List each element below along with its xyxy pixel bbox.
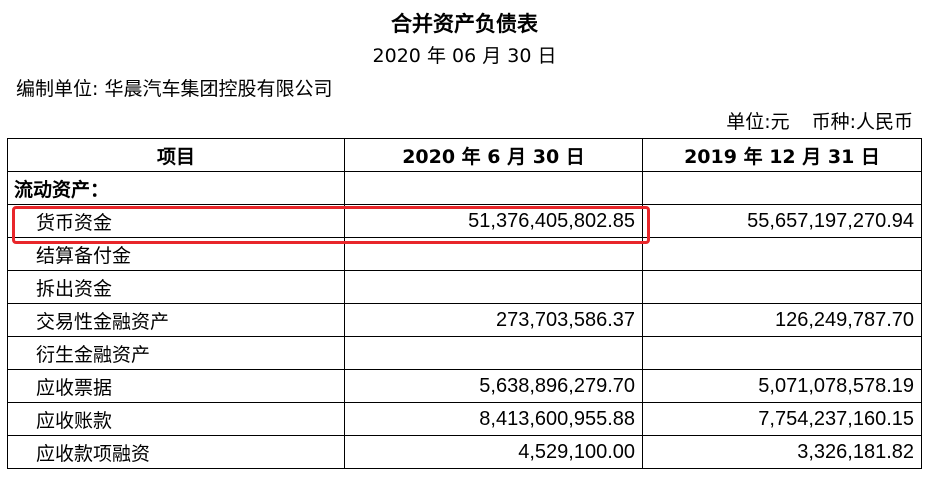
- report-date: 2020 年 06 月 30 日: [372, 45, 557, 67]
- section-label: 流动资产：: [7, 171, 345, 205]
- balance-sheet-table: 项目 2020 年 6 月 30 日 2019 年 12 月 31 日 流动资产…: [7, 138, 922, 469]
- table-row: 应收款项融资 4,529,100.00 3,326,181.82: [7, 435, 922, 469]
- column-header-2019: 2019 年 12 月 31 日: [642, 138, 922, 172]
- company-label: 编制单位: 华晨汽车集团控股有限公司: [16, 78, 333, 100]
- section-row: 流动资产：: [7, 171, 922, 205]
- value-2019: 126,249,787.70: [642, 303, 922, 337]
- value-2020: 8,413,600,955.88: [344, 402, 643, 436]
- column-header-2020: 2020 年 6 月 30 日: [344, 138, 643, 172]
- value-2019: 55,657,197,270.94: [642, 204, 922, 238]
- table-row: 应收账款 8,413,600,955.88 7,754,237,160.15: [7, 402, 922, 436]
- row-label: 应收账款: [7, 402, 345, 436]
- table-header-row: 项目 2020 年 6 月 30 日 2019 年 12 月 31 日: [7, 138, 922, 172]
- row-label: 拆出资金: [7, 270, 345, 304]
- value-2020: [344, 270, 643, 304]
- unit-label: 单位:元: [726, 111, 790, 133]
- value-2019: 3,326,181.82: [642, 435, 922, 469]
- value-2019: 7,754,237,160.15: [642, 402, 922, 436]
- table-row: 拆出资金: [7, 270, 922, 304]
- table-cell: [642, 171, 922, 205]
- value-2019: [642, 336, 922, 370]
- column-header-item: 项目: [7, 138, 345, 172]
- row-label: 应收票据: [7, 369, 345, 403]
- value-2020: 51,376,405,802.85: [344, 204, 643, 238]
- row-label: 货币资金: [7, 204, 345, 238]
- table-row: 货币资金 51,376,405,802.85 55,657,197,270.94: [7, 204, 922, 238]
- table-cell: [344, 171, 643, 205]
- highlight-box: [12, 206, 650, 244]
- table-row: 衍生金融资产: [7, 336, 922, 370]
- row-label: 衍生金融资产: [7, 336, 345, 370]
- table-row: 交易性金融资产 273,703,586.37 126,249,787.70: [7, 303, 922, 337]
- row-label: 应收款项融资: [7, 435, 345, 469]
- report-title: 合并资产负债表: [391, 12, 538, 36]
- value-2020: 5,638,896,279.70: [344, 369, 643, 403]
- value-2019: 5,071,078,578.19: [642, 369, 922, 403]
- currency-label: 币种:人民币: [811, 111, 913, 133]
- row-label: 交易性金融资产: [7, 303, 345, 337]
- value-2020: 273,703,586.37: [344, 303, 643, 337]
- value-2020: [344, 336, 643, 370]
- value-2019: [642, 237, 922, 271]
- table-row: 应收票据 5,638,896,279.70 5,071,078,578.19: [7, 369, 922, 403]
- unit-currency-line: 单位:元 币种:人民币: [726, 107, 913, 134]
- value-2019: [642, 270, 922, 304]
- value-2020: 4,529,100.00: [344, 435, 643, 469]
